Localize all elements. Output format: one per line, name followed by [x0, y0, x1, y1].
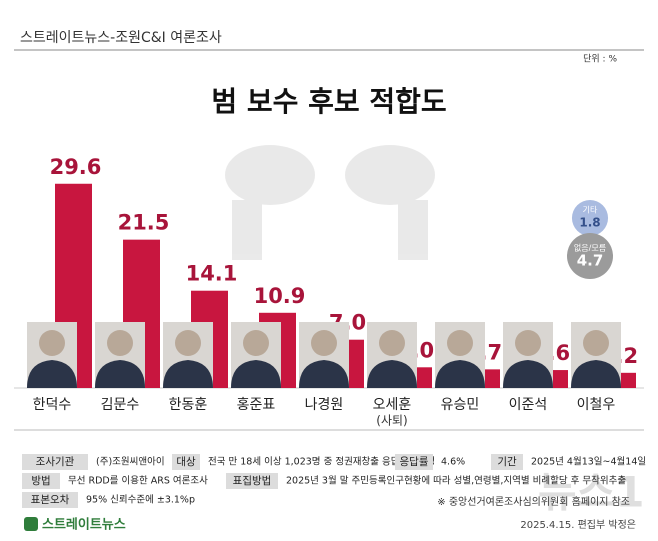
extra-value: 4.7: [577, 252, 604, 270]
x-tick-label: 한동훈: [169, 397, 208, 413]
x-tick-label: 김문수: [101, 397, 140, 413]
x-tick-label: 이준석: [509, 397, 548, 413]
field-label-box: [22, 492, 78, 508]
emblem: [225, 145, 435, 260]
value-label: 10.9: [254, 284, 306, 308]
photo-body: [503, 360, 553, 388]
watermark: 뉴스1: [538, 468, 645, 517]
header: 스트레이트뉴스-조원C&I 여론조사: [20, 30, 222, 46]
field-value: 2025년 4월13일~4월14일: [531, 456, 646, 468]
field-value: 4.6%: [441, 457, 465, 468]
photo-head: [311, 330, 337, 356]
x-tick-label: 한덕수: [33, 397, 72, 413]
logo-icon: [24, 517, 38, 531]
photo-head: [583, 330, 609, 356]
photo-head: [447, 330, 473, 356]
field-label: 기간: [497, 456, 517, 468]
photo-head: [243, 330, 269, 356]
extra-name: 없음/모름: [574, 244, 606, 253]
field-label: 조사기관: [36, 456, 75, 468]
field-label: 표본오차: [31, 494, 70, 506]
field-label-box: [22, 454, 88, 470]
x-tick-label: 오세훈: [373, 397, 412, 413]
value-label: 14.1: [186, 262, 238, 286]
field-label: 응답률: [400, 456, 429, 468]
photo-head: [107, 330, 133, 356]
chart-title: 범 보수 후보 적합도: [211, 85, 446, 118]
value-label: 29.6: [50, 155, 102, 179]
field-value: 전국 만 18세 이상 1,023명 중 정권재창출 응답자349명: [208, 456, 435, 468]
photo-head: [175, 330, 201, 356]
photo-head: [39, 330, 65, 356]
unit: 단위 : %: [583, 54, 617, 65]
logo: 스트레이트뉴스: [42, 517, 126, 533]
photo-body: [231, 360, 281, 388]
x-tick-label: 나경원: [305, 397, 344, 413]
extra-bubble: [566, 232, 614, 280]
note: ※ 중앙선거여론조사심의위원회 홈페이지 참조: [437, 495, 630, 508]
field-value: 95% 신뢰수준에 ±3.1%p: [86, 495, 195, 506]
field-label: 대상: [176, 456, 196, 468]
field-value: 2025년 3월 말 주민등록인구현황에 따라 성별,연령별,지역별 비례할당 …: [286, 475, 626, 487]
extra-value: 1.8: [579, 216, 600, 230]
value-label: 21.5: [118, 211, 170, 235]
x-tick-label: 홍준표: [237, 397, 276, 413]
photo-body: [571, 360, 621, 388]
photo-body: [163, 360, 213, 388]
field-label: 표집방법: [233, 475, 272, 487]
annotation: (사퇴): [376, 414, 407, 428]
field-value: 무선 RDD를 이용한 ARS 여론조사: [68, 475, 208, 487]
field-value: (주)조원씨앤아이: [96, 457, 165, 468]
extra-bubble: [571, 199, 609, 237]
field-label-box: [172, 454, 200, 470]
photo-body: [27, 360, 77, 388]
extra-name: 기타: [583, 206, 598, 215]
photo-head: [515, 330, 541, 356]
x-tick-label: 유승민: [441, 397, 480, 413]
field-label-box: [491, 454, 523, 470]
field-label-box: [22, 473, 60, 489]
field-label: 방법: [31, 475, 50, 487]
photo-head: [379, 330, 405, 356]
photo-body: [367, 360, 417, 388]
photo-body: [435, 360, 485, 388]
field-label-box: [226, 473, 278, 489]
field-label-box: [395, 454, 433, 470]
credit: 2025.4.15. 편집부 박정은: [520, 519, 636, 531]
x-tick-label: 이철우: [577, 397, 616, 413]
photo-body: [299, 360, 349, 388]
photo-body: [95, 360, 145, 388]
